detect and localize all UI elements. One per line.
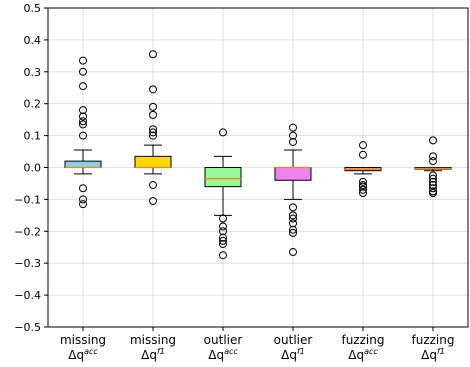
outlier-point [219, 222, 227, 231]
outlier-point [79, 117, 87, 126]
box-group [204, 128, 242, 260]
y-tick-label: 0.2 [24, 98, 42, 111]
outlier-point [289, 203, 297, 212]
outlier-point [359, 177, 367, 186]
y-tick-label: 0.4 [24, 34, 42, 47]
outlier-point [149, 128, 157, 137]
axes-layer: 0.5 0.4 0.3 0.2 0.1 0.0 −0.1 −0.2 −0.3 −0.4 −0.5 mi… [14, 2, 469, 362]
x-tick-label: fuzzing [412, 333, 455, 347]
y-tick-label: −0.4 [14, 289, 41, 302]
outlier-point [219, 240, 227, 249]
outlier-point [79, 120, 87, 129]
outlier-point [359, 141, 367, 150]
box-group [344, 141, 382, 198]
outlier-point [79, 195, 87, 204]
box-iqr [274, 167, 312, 181]
x-tick-label: missing [60, 333, 106, 347]
outlier-point [429, 174, 437, 183]
outlier-point [359, 150, 367, 159]
outlier-point [289, 248, 297, 257]
outlier-point [429, 184, 437, 193]
outlier-point [429, 157, 437, 166]
y-tick-label: 0.1 [24, 130, 42, 143]
x-tick-label-symbol: Δqf1 [141, 347, 165, 362]
outlier-point [429, 177, 437, 186]
outlier-point [149, 125, 157, 134]
box-iqr [64, 160, 102, 168]
x-tick-label: fuzzing [342, 333, 385, 347]
outlier-point [429, 152, 437, 161]
outlier-point [219, 227, 227, 236]
x-tick-label: missing [130, 333, 176, 347]
plot-frame [47, 7, 469, 328]
y-tick-label: −0.1 [14, 193, 41, 206]
y-tick-label: −0.3 [14, 257, 41, 270]
outlier-point [219, 128, 227, 137]
x-tick-label-symbol: Δqf1 [421, 347, 445, 362]
y-tick-label: −0.5 [14, 321, 41, 334]
outlier-point [289, 225, 297, 234]
outlier-point [359, 185, 367, 194]
outlier-point [359, 189, 367, 198]
x-tick-label-symbol: Δqacc [68, 347, 98, 362]
outlier-point [429, 136, 437, 145]
outlier-point [79, 112, 87, 121]
outlier-point [149, 181, 157, 190]
outlier-point [359, 182, 367, 191]
y-tick-label: 0.3 [24, 66, 42, 79]
outlier-point [149, 110, 157, 119]
boxes-layer [64, 50, 452, 260]
outlier-point [289, 214, 297, 223]
outlier-point [289, 123, 297, 132]
outlier-point [79, 67, 87, 76]
outlier-point [289, 219, 297, 228]
outlier-point [79, 184, 87, 193]
outlier-point [79, 200, 87, 209]
box-group [414, 136, 452, 198]
box-group [64, 56, 102, 209]
outlier-point [429, 171, 437, 180]
outlier-point [79, 56, 87, 65]
box-iqr [134, 155, 172, 169]
x-tick-label-symbol: Δqacc [208, 347, 238, 362]
outlier-point [149, 85, 157, 94]
x-tick-label: outlier [274, 333, 313, 347]
outlier-point [219, 233, 227, 242]
outlier-point [79, 106, 87, 115]
box-group [134, 50, 172, 205]
outlier-point [289, 131, 297, 140]
y-tick-label: −0.2 [14, 225, 41, 238]
outlier-point [149, 102, 157, 111]
outlier-point [149, 196, 157, 205]
grid-layer [48, 7, 468, 328]
outlier-point [429, 181, 437, 190]
outlier-point [289, 211, 297, 220]
y-tick-label: 0.0 [24, 162, 42, 175]
outlier-point [149, 50, 157, 59]
outlier-point [79, 82, 87, 91]
y-tick-label: 0.5 [24, 2, 42, 15]
outlier-point [219, 251, 227, 260]
outlier-point [149, 131, 157, 140]
outlier-point [289, 228, 297, 237]
outlier-point [289, 137, 297, 146]
outlier-point [429, 189, 437, 198]
outlier-point [219, 214, 227, 223]
outlier-point [219, 236, 227, 245]
x-tick-label-symbol: Δqacc [348, 347, 378, 362]
box-iqr [204, 167, 242, 188]
box-group [274, 123, 312, 257]
x-tick-label: outlier [204, 333, 243, 347]
outlier-point [79, 131, 87, 140]
x-tick-label-symbol: Δqf1 [281, 347, 305, 362]
